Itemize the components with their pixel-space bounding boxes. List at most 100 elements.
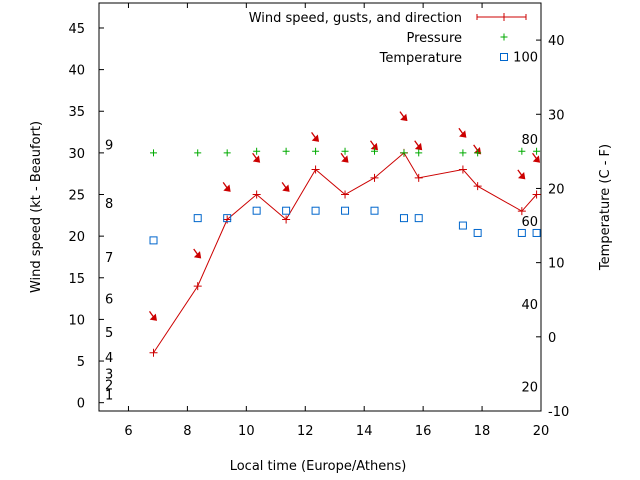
legend-swatch-marker [500, 13, 508, 21]
beaufort-label: 3 [105, 368, 113, 383]
pressure-point [400, 149, 408, 157]
beaufort-label: 4 [105, 351, 113, 366]
y2-tick-label: 10 [548, 257, 565, 272]
x-tick-label: 8 [183, 424, 191, 439]
wind-direction-arrowhead [282, 184, 290, 192]
pressure-point [415, 149, 423, 157]
y2-tick-label: -10 [548, 405, 569, 420]
wind-direction-arrowhead [518, 172, 526, 180]
pressure-point [518, 147, 526, 155]
wind-direction-arrowhead [193, 251, 202, 259]
wind-line [153, 152, 537, 353]
wind-direction-arrowhead [459, 130, 467, 138]
pressure-point [312, 147, 320, 155]
fahrenheit-label: 80 [521, 133, 538, 148]
wind-point [370, 173, 379, 182]
y-tick-label: 25 [68, 189, 85, 204]
wind-direction-arrowhead [414, 142, 423, 151]
y2-tick-label: 40 [548, 34, 565, 49]
wind-point [311, 165, 320, 174]
plot-frame [98, 2, 542, 412]
y-tick-label: 35 [68, 105, 85, 120]
wind-point [532, 190, 541, 199]
temperature-point [414, 214, 423, 223]
series-layer [148, 111, 541, 357]
temperature-point [223, 214, 232, 223]
wind-point [282, 215, 291, 224]
y-tick-label: 30 [68, 147, 85, 162]
pressure-point [223, 149, 231, 157]
beaufort-label: 9 [105, 139, 113, 154]
pressure-point [282, 147, 290, 155]
pressure-point [474, 149, 482, 157]
fahrenheit-label: 20 [521, 381, 538, 396]
legend: Wind speed, gusts, and direction Pressure… [249, 11, 527, 66]
wind-point [193, 282, 202, 291]
wind-direction-arrowhead [149, 313, 157, 321]
wind-direction-arrowhead [532, 155, 541, 163]
wind-direction-arrowhead [400, 113, 408, 122]
fahrenheit-label: 100 [513, 50, 538, 65]
temperature-point [193, 214, 202, 223]
wind-point [149, 348, 158, 357]
pressure-point [150, 149, 158, 157]
y-tick-label: 15 [68, 272, 85, 287]
temperature-point [282, 206, 291, 215]
wind-point [473, 182, 482, 191]
beaufort-label: 7 [105, 251, 113, 266]
x-tick-label: 18 [474, 424, 491, 439]
beaufort-label: 5 [105, 326, 113, 341]
x-tick-label: 12 [297, 424, 314, 439]
fahrenheit-label: 60 [521, 215, 538, 230]
axis-ticks: 6 8 10 12 14 16 18 20051015202530354045-1001020… [68, 3, 569, 439]
beaufort-label: 6 [105, 293, 113, 308]
temperature-point [311, 206, 320, 215]
x-axis-label: Local time (Europe/Athens) [230, 459, 407, 474]
legend-swatch-marker [500, 53, 508, 61]
wind-point [252, 190, 261, 199]
wind-point [223, 215, 232, 224]
wind-point [517, 207, 526, 216]
temperature-point [517, 228, 526, 237]
x-tick-label: 10 [238, 424, 255, 439]
wind-point [414, 173, 423, 182]
temperature-point [370, 206, 379, 215]
wind-point [458, 165, 467, 174]
wind-direction-arrowhead [223, 184, 231, 192]
x-tick-label: 14 [356, 424, 373, 439]
x-tick-label: 6 [124, 424, 132, 439]
wind-point [341, 190, 350, 199]
pressure-point [371, 147, 379, 155]
legend-label: Wind speed, gusts, and direction [249, 11, 462, 26]
pressure-point [253, 147, 261, 155]
pressure-point [341, 147, 349, 155]
beaufort-label: 1 [105, 388, 113, 403]
temperature-point [473, 228, 482, 237]
temperature-point [341, 206, 350, 215]
y-tick-label: 40 [68, 64, 85, 79]
y-axis-label: Wind speed (kt - Beaufort) [29, 121, 44, 293]
y2-tick-label: 0 [548, 331, 556, 346]
y-tick-label: 20 [68, 230, 85, 245]
pressure-point [194, 149, 202, 157]
y-tick-label: 0 [77, 397, 85, 412]
y-tick-label: 45 [68, 22, 85, 37]
y2-axis-label: Temperature (C - F) [598, 144, 613, 271]
y-tick-label: 10 [68, 313, 85, 328]
temperature-point [458, 221, 467, 230]
pressure-point [459, 149, 467, 157]
wind-direction-arrowhead [311, 134, 320, 142]
fahrenheit-label: 40 [521, 298, 538, 313]
x-tick-label: 20 [533, 424, 550, 439]
beaufort-label: 2 [105, 378, 113, 393]
temperature-point [399, 214, 408, 223]
legend-label: Pressure [406, 31, 462, 46]
temperature-point [149, 236, 158, 245]
legend-swatch-marker [500, 33, 508, 41]
y2-tick-label: 20 [548, 182, 565, 197]
y-tick-label: 5 [77, 355, 85, 370]
legend-label: Temperature [379, 51, 462, 66]
x-tick-label: 16 [415, 424, 432, 439]
temperature-point [252, 206, 261, 215]
